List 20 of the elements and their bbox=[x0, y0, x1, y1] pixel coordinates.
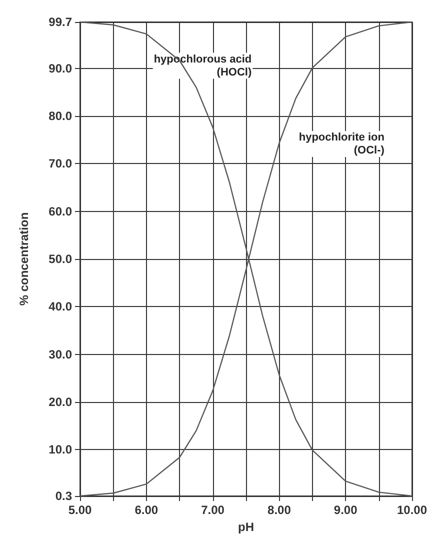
y-tick-label: 50.0 bbox=[48, 252, 72, 266]
y-tick-label: 40.0 bbox=[48, 300, 72, 314]
y-tick-label: 70.0 bbox=[48, 156, 72, 171]
y-axis-title: % concentration bbox=[17, 212, 31, 306]
y-tick-label: 90.0 bbox=[48, 61, 72, 76]
y-tick-label: 20.0 bbox=[48, 395, 72, 410]
y-tick-label: 30.0 bbox=[48, 347, 72, 362]
x-tick-label: 9.00 bbox=[334, 503, 358, 517]
x-tick-label: 6.00 bbox=[134, 503, 158, 517]
annotation: hypochlorite ion (OCl-) bbox=[298, 132, 385, 157]
y-tick-label: 60.0 bbox=[48, 204, 72, 218]
y-tick-label: 10.0 bbox=[48, 442, 72, 457]
x-tick-label: 8.00 bbox=[268, 503, 292, 517]
x-tick-label: 10.00 bbox=[396, 503, 428, 517]
y-tick-label: 80.0 bbox=[48, 108, 72, 123]
x-tick-label: 5.00 bbox=[68, 503, 92, 517]
y-tick-label: 99.7 bbox=[48, 15, 72, 29]
x-tick-label: 7.00 bbox=[201, 503, 225, 517]
x-axis-title: pH bbox=[238, 520, 254, 534]
y-tick-label: 0.3 bbox=[55, 489, 72, 503]
